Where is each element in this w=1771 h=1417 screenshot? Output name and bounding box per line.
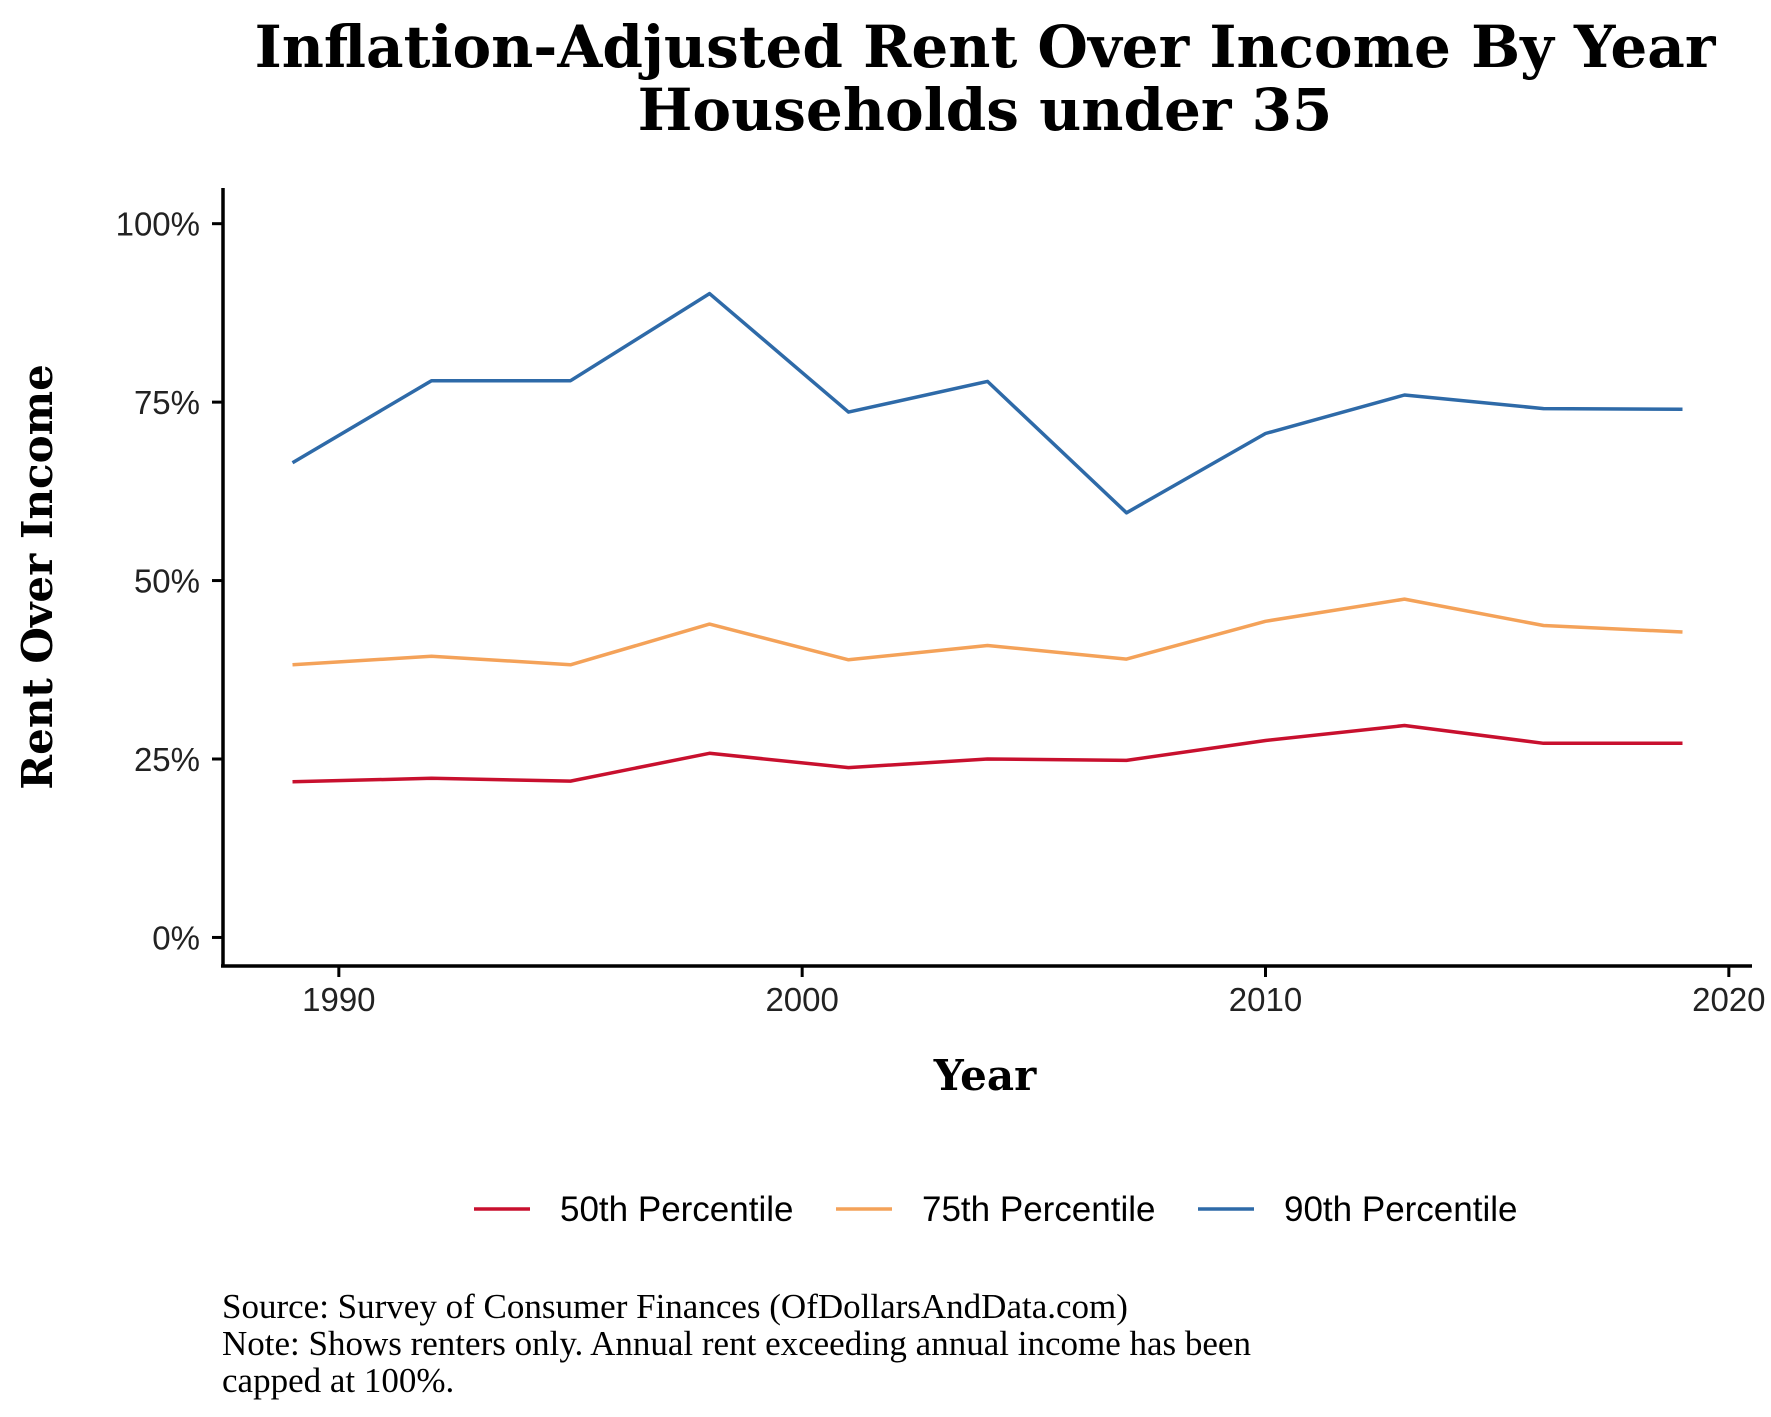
- y-tick-label: 100%: [116, 206, 200, 243]
- legend-label-3: 90th Percentile: [1284, 1190, 1517, 1229]
- y-tick-label: 75%: [134, 384, 200, 421]
- legend-label-1: 50th Percentile: [560, 1190, 793, 1229]
- y-axis-title: Rent Over Income: [13, 364, 62, 790]
- y-axis-ticks: 0% 25% 50% 75% 100%: [116, 206, 223, 956]
- y-tick-label: 25%: [134, 741, 200, 778]
- x-axis-ticks: 1990 2000 2010 2020: [302, 966, 1766, 1018]
- legend-label-2: 75th Percentile: [922, 1190, 1155, 1229]
- series-lines: [291, 291, 1683, 784]
- series-line-3: [291, 291, 1683, 515]
- chart-title-line-1: Inflation-Adjusted Rent Over Income By Y…: [255, 13, 1717, 81]
- x-tick-label: 1990: [302, 981, 375, 1018]
- y-tick-label: 50%: [134, 563, 200, 600]
- series-line-2: [292, 597, 1683, 667]
- legend: 50th Percentile 75th Percentile 90th Perce…: [474, 1190, 1517, 1229]
- x-axis-title: Year: [933, 1051, 1037, 1100]
- series-line-1: [292, 723, 1683, 784]
- x-tick-label: 2000: [765, 981, 838, 1018]
- source-caption: Source: Survey of Consumer Finances (OfD…: [222, 1287, 1128, 1326]
- note-caption-line-1: Note: Shows renters only. Annual rent ex…: [222, 1324, 1251, 1363]
- x-tick-label: 2020: [1692, 981, 1765, 1018]
- chart-title-line-2: Households under 35: [638, 76, 1333, 144]
- note-caption-line-2: capped at 100%.: [222, 1361, 454, 1400]
- y-tick-label: 0%: [152, 919, 200, 956]
- x-tick-label: 2010: [1229, 981, 1302, 1018]
